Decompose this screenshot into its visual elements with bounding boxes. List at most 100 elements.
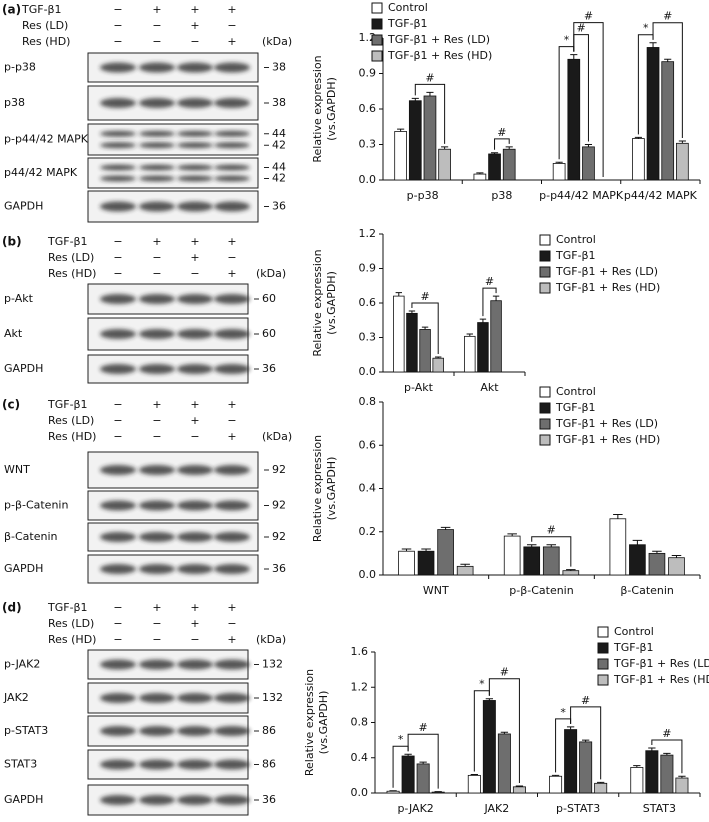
y-tick-label: 0.0	[359, 568, 377, 581]
bar	[386, 790, 400, 794]
condition-sign: −	[190, 267, 199, 280]
error-bar	[633, 765, 641, 768]
blot-band	[100, 532, 136, 542]
blot-band	[139, 500, 175, 511]
error-bar	[466, 333, 473, 337]
significance-label: *	[398, 733, 404, 746]
error-bar	[421, 548, 431, 552]
unit-label: (kDa)	[256, 633, 286, 646]
bar	[393, 295, 405, 373]
condition-sign: +	[152, 398, 161, 411]
x-tick-label: p-STAT3	[556, 802, 600, 815]
band-label: p-Akt	[4, 292, 34, 305]
error-bar	[566, 569, 576, 571]
condition-sign: +	[227, 398, 236, 411]
legend-swatch	[539, 386, 551, 398]
bar	[394, 131, 407, 181]
legend-label: Control	[556, 233, 596, 246]
bar	[646, 47, 660, 181]
legend-swatch	[597, 658, 609, 670]
bar	[632, 138, 645, 181]
error-bar	[678, 775, 686, 779]
condition-sign: −	[227, 19, 236, 32]
x-tick-label: STAT3	[643, 802, 676, 815]
blot-band	[214, 329, 250, 339]
y-axis-label: Relative expression(vs.GAPDH)	[311, 435, 338, 542]
condition-sign: −	[113, 617, 122, 630]
bar	[467, 774, 481, 794]
condition-sign: −	[113, 35, 122, 48]
legend-swatch	[371, 2, 383, 14]
error-bar	[613, 513, 623, 519]
blot-band	[177, 726, 213, 736]
condition-sign: +	[190, 19, 199, 32]
mw-label: 42	[272, 172, 286, 185]
legend-swatch	[539, 418, 551, 430]
blot-band	[214, 62, 250, 73]
blot-band	[177, 532, 213, 542]
blot-band	[214, 142, 250, 149]
blot-band	[214, 465, 250, 475]
error-bar	[395, 292, 402, 297]
blot-band	[100, 564, 136, 574]
error-bar	[492, 295, 500, 301]
condition-sign: −	[113, 3, 122, 16]
band-label: p-JAK2	[4, 658, 40, 671]
blot-band	[214, 175, 250, 182]
blot-band	[214, 726, 250, 736]
condition-sign: −	[113, 19, 122, 32]
blot-band	[177, 175, 213, 182]
error-bar	[634, 136, 642, 139]
mw-label: 92	[272, 463, 286, 476]
y-tick-label: 0.2	[359, 525, 377, 538]
condition-sign: −	[113, 633, 122, 646]
blot-band	[139, 364, 175, 374]
blot-band	[139, 175, 175, 182]
y-axis-label-line: (vs.GAPDH)	[325, 457, 338, 521]
y-axis-label: Relative expression(vs.GAPDH)	[303, 669, 330, 776]
bar	[423, 95, 437, 181]
blot-band	[100, 329, 136, 339]
error-bar	[426, 91, 434, 96]
blot-band	[177, 500, 213, 511]
legend-swatch	[539, 266, 551, 278]
x-tick-label: β-Catenin	[620, 584, 674, 597]
blot-band	[177, 130, 213, 137]
legend-label: TGF-β1 + Res (LD)	[555, 417, 658, 430]
y-axis-label-line: Relative expression	[311, 435, 324, 542]
error-bar	[411, 97, 419, 101]
blot-band	[177, 294, 213, 304]
legend-swatch	[539, 282, 551, 294]
bar	[660, 754, 674, 794]
blot-band	[214, 201, 250, 212]
legend-swatch	[597, 626, 609, 638]
x-tick-label: p-p44/42 MAPK	[539, 189, 624, 202]
y-tick-label: 0.3	[359, 331, 377, 344]
condition-label: TGF-β1	[47, 601, 88, 614]
x-tick-label: p44/42 MAPK	[624, 189, 698, 202]
x-tick-label: p38	[491, 189, 512, 202]
bar	[523, 546, 541, 576]
legend-label: TGF-β1 + Res (HD)	[555, 433, 660, 446]
error-bar	[408, 310, 416, 314]
error-bar	[505, 146, 513, 150]
blot-band	[100, 693, 136, 703]
blot-band	[177, 795, 213, 805]
legend-swatch	[597, 642, 609, 654]
blot-band	[139, 142, 175, 149]
blot-band	[100, 795, 136, 805]
legend-swatch	[539, 250, 551, 262]
blot-band	[214, 130, 250, 137]
y-tick-label: 0.4	[351, 751, 369, 764]
x-tick-label: Akt	[480, 381, 499, 394]
band-label: WNT	[4, 463, 30, 476]
error-bar	[490, 152, 499, 154]
legend-label: TGF-β1	[387, 17, 428, 30]
error-bar	[555, 161, 563, 164]
legend-label: TGF-β1 + Res (HD)	[387, 49, 492, 62]
blot-box	[87, 123, 259, 156]
x-tick-label: JAK2	[483, 802, 509, 815]
blot-band	[214, 532, 250, 542]
legend-label: TGF-β1 + Res (LD)	[387, 33, 490, 46]
bar	[648, 552, 666, 576]
